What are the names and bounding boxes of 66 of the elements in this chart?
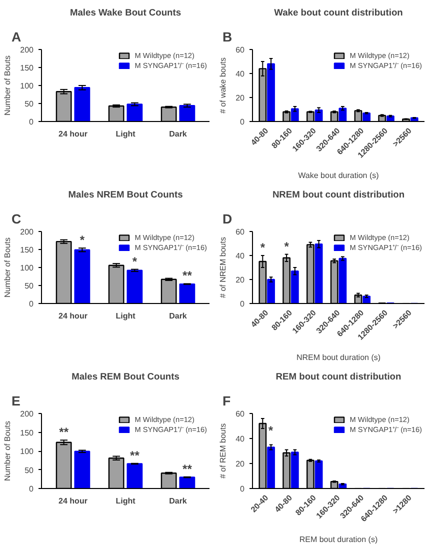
y-tick-label: 150 — [20, 428, 34, 438]
y-tick-label: 40 — [236, 70, 246, 78]
annotation: * — [284, 239, 290, 254]
y-axis-title: Number of Bouts — [3, 237, 12, 298]
x-axis-title: REM bout duration (s) — [299, 534, 378, 544]
y-axis-title: # of REM bouts — [218, 423, 228, 479]
chart-title: REM bout count distribution — [276, 372, 402, 382]
y-tick-label: 0 — [240, 300, 246, 308]
x-tick-label: Light — [116, 130, 136, 138]
y-tick-label: 100 — [20, 264, 34, 272]
chart-title: Wake bout count distribution — [274, 8, 404, 18]
x-tick-label: Dark — [169, 496, 188, 506]
x-tick-label: Dark — [169, 130, 188, 138]
y-tick-label: 200 — [20, 46, 34, 54]
y-tick-label: 0 — [29, 484, 34, 494]
text: E — [12, 394, 20, 408]
annotation: ** — [182, 462, 192, 476]
y-tick-label: 20 — [236, 94, 246, 102]
y-tick-label: 150 — [20, 64, 34, 72]
x-tick-label: Light — [116, 312, 136, 320]
text: D — [222, 212, 232, 226]
y-axis-title: Number of Bouts — [3, 55, 12, 116]
x-axis-title: NREM bout duration (s) — [296, 352, 381, 362]
y-tick-label: 20 — [236, 460, 246, 468]
text: C — [12, 212, 22, 226]
y-tick-label: 40 — [236, 252, 246, 260]
annotation: ** — [130, 448, 140, 462]
y-tick-label: 200 — [20, 410, 34, 418]
y-tick-label: 100 — [20, 82, 34, 90]
y-tick-label: 150 — [20, 246, 34, 254]
annotation: * — [268, 424, 274, 438]
x-tick-label: Dark — [169, 312, 188, 320]
x-tick-label: 24 hour — [58, 130, 88, 138]
annotation: * — [260, 240, 266, 254]
y-tick-label: 60 — [236, 410, 246, 418]
y-tick-label: 40 — [236, 434, 246, 444]
chart-title: NREM bout count distribution — [272, 190, 405, 200]
y-tick-label: 0 — [29, 118, 34, 126]
y-axis-title: # of wake bouts — [218, 57, 228, 114]
y-tick-label: 100 — [20, 447, 34, 456]
y-tick-label: 0 — [29, 300, 34, 308]
annotation: * — [80, 233, 85, 248]
y-tick-label: 60 — [236, 46, 246, 54]
y-tick-label: 50 — [24, 100, 34, 108]
text: B — [222, 30, 232, 44]
y-tick-label: 0 — [240, 484, 246, 494]
chart-title: Males Wake Bout Counts — [70, 8, 182, 18]
y-tick-label: 0 — [240, 118, 246, 126]
y-axis-title: # of NREM bouts — [218, 237, 228, 298]
x-tick-label: 24 hour — [58, 312, 88, 320]
y-axis-title: Number of Bouts — [3, 420, 12, 482]
annotation: ** — [59, 425, 69, 440]
y-tick-label: 20 — [236, 276, 246, 284]
text: A — [12, 30, 22, 44]
x-tick-label: 24 hour — [58, 496, 88, 506]
x-axis-title: Wake bout duration (s) — [298, 170, 380, 180]
x-tick-label: Light — [116, 496, 136, 506]
y-tick-label: 50 — [24, 282, 34, 290]
annotation: * — [132, 254, 138, 268]
text: F — [222, 394, 231, 408]
chart-title: Males NREM Bout Counts — [68, 190, 183, 200]
y-tick-label: 60 — [236, 228, 246, 236]
y-tick-label: 50 — [24, 466, 34, 475]
annotation: ** — [182, 268, 192, 283]
y-tick-label: 200 — [20, 228, 34, 236]
chart-title: Males REM Bout Counts — [72, 372, 180, 382]
